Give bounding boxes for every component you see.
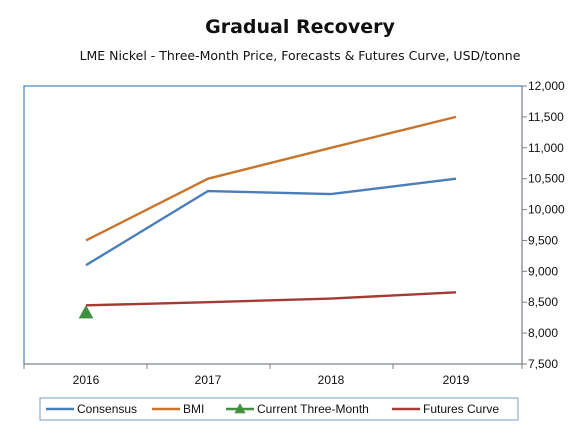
y-tick-label: 10,000 bbox=[528, 203, 565, 217]
x-axis: 2016 2017 2018 2019 bbox=[23, 363, 523, 387]
x-tick-label: 2019 bbox=[443, 373, 470, 387]
y-tick-label: 9,000 bbox=[528, 264, 558, 278]
bmi-line bbox=[85, 115, 457, 242]
y-tick-label: 8,500 bbox=[528, 295, 558, 309]
series-layer bbox=[78, 115, 457, 319]
legend-label-futures-curve: Futures Curve bbox=[423, 402, 499, 416]
y-axis: 7,500 8,000 8,500 9,000 9,500 10,000 10,500 11,… bbox=[521, 79, 565, 371]
legend: Consensus BMI Current Three-Month Futures C… bbox=[39, 397, 519, 421]
legend-label-consensus: Consensus bbox=[77, 402, 137, 416]
consensus-line bbox=[85, 177, 457, 267]
y-tick-label: 11,500 bbox=[528, 110, 564, 124]
x-tick-label: 2018 bbox=[318, 373, 345, 387]
legend-marker-current-three-month bbox=[234, 403, 246, 414]
chart-title: Gradual Recovery bbox=[205, 16, 395, 38]
x-tick-label: 2016 bbox=[73, 373, 100, 387]
legend-box bbox=[39, 397, 519, 421]
legend-label-current-three-month: Current Three-Month bbox=[257, 402, 369, 416]
legend-label-bmi: BMI bbox=[183, 402, 204, 416]
y-tick-label: 10,500 bbox=[528, 172, 565, 186]
plot-frame bbox=[23, 85, 523, 365]
y-tick-label: 8,000 bbox=[528, 326, 558, 340]
y-tick-label: 11,000 bbox=[528, 141, 564, 155]
y-tick-label: 9,500 bbox=[528, 233, 558, 247]
current-three-month-marker bbox=[78, 305, 94, 319]
chart-subtitle: LME Nickel - Three-Month Price, Forecast… bbox=[80, 48, 521, 63]
futures-curve-line bbox=[85, 291, 457, 307]
x-tick-label: 2017 bbox=[195, 373, 222, 387]
y-tick-label: 12,000 bbox=[528, 79, 565, 93]
y-tick-label: 7,500 bbox=[528, 357, 558, 371]
